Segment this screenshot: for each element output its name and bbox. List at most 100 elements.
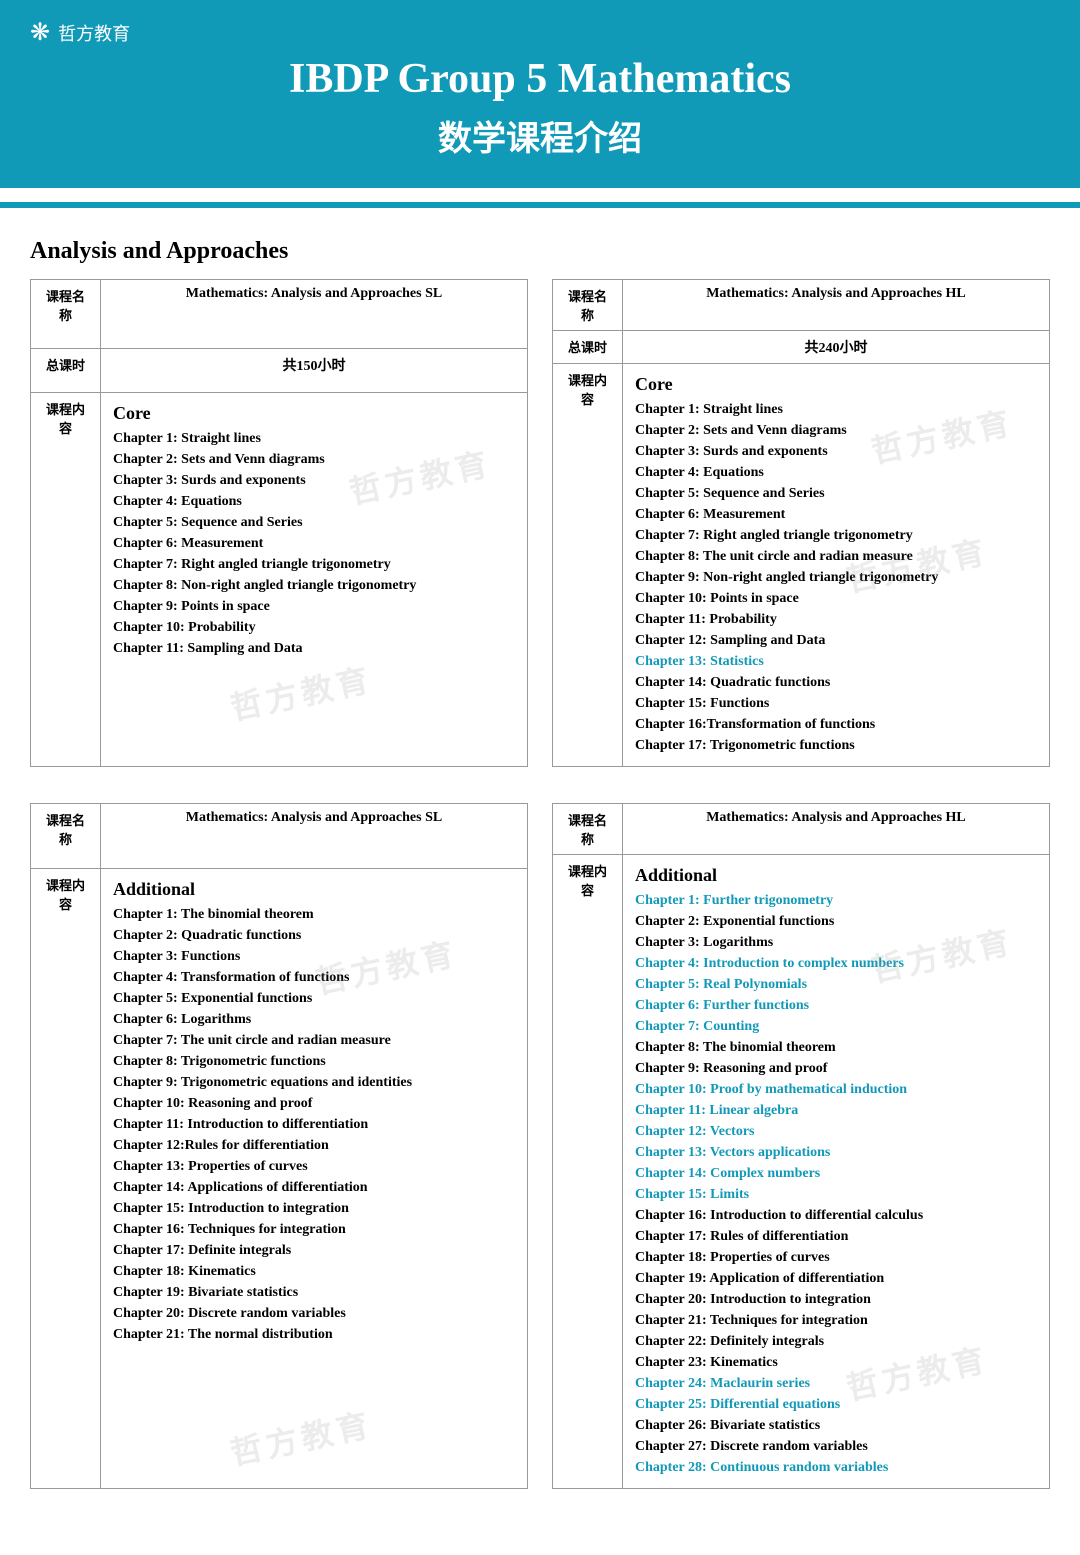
chapter-item: Chapter 10: Reasoning and proof xyxy=(113,1093,515,1114)
tree-icon: ❋ xyxy=(30,18,50,47)
tables-row: 课程名称Mathematics: Analysis and Approaches… xyxy=(30,279,1050,767)
chapter-item: Chapter 10: Points in space xyxy=(635,588,1037,609)
chapter-item: Chapter 13: Vectors applications xyxy=(635,1142,1037,1163)
chapter-item: Chapter 2: Exponential functions xyxy=(635,911,1037,932)
chapter-item: Chapter 14: Quadratic functions xyxy=(635,672,1037,693)
chapter-item: Chapter 22: Definitely integrals xyxy=(635,1331,1037,1352)
watermark: 哲方教育 xyxy=(226,1399,376,1474)
chapter-item: Chapter 20: Introduction to integration xyxy=(635,1289,1037,1310)
chapter-item: Chapter 3: Logarithms xyxy=(635,932,1037,953)
chapter-item: Chapter 18: Kinematics xyxy=(113,1261,515,1282)
chapter-item: Chapter 28: Continuous random variables xyxy=(635,1457,1037,1478)
course-table: 课程名称Mathematics: Analysis and Approaches… xyxy=(30,279,528,767)
chapter-item: Chapter 9: Points in space xyxy=(113,596,515,617)
chapter-item: Chapter 4: Equations xyxy=(113,491,515,512)
chapter-item: Chapter 3: Surds and exponents xyxy=(635,441,1037,462)
chapter-item: Chapter 2: Quadratic functions xyxy=(113,925,515,946)
page-title: IBDP Group 5 Mathematics xyxy=(0,55,1080,103)
chapter-item: Chapter 19: Bivariate statistics xyxy=(113,1282,515,1303)
chapter-item: Chapter 15: Introduction to integration xyxy=(113,1198,515,1219)
course-content: AdditionalChapter 1: The binomial theore… xyxy=(101,868,528,1488)
chapter-item: Chapter 7: The unit circle and radian me… xyxy=(113,1030,515,1051)
chapter-item: Chapter 16: Techniques for integration xyxy=(113,1219,515,1240)
chapter-item: Chapter 15: Limits xyxy=(635,1184,1037,1205)
chapter-item: Chapter 6: Measurement xyxy=(635,504,1037,525)
section-header: Additional xyxy=(113,879,515,900)
chapter-item: Chapter 1: Further trigonometry xyxy=(635,890,1037,911)
tables-container: 课程名称Mathematics: Analysis and Approaches… xyxy=(30,279,1050,1489)
chapter-item: Chapter 4: Transformation of functions xyxy=(113,967,515,988)
section-header: Core xyxy=(635,374,1037,395)
chapter-item: Chapter 20: Discrete random variables xyxy=(113,1303,515,1324)
chapter-item: Chapter 26: Bivariate statistics xyxy=(635,1415,1037,1436)
course-hours: 共240小时 xyxy=(623,331,1050,364)
label-course-name: 课程名称 xyxy=(553,804,623,855)
label-content: 课程内容 xyxy=(553,855,623,1489)
chapter-item: Chapter 7: Counting xyxy=(635,1016,1037,1037)
chapter-item: Chapter 9: Reasoning and proof xyxy=(635,1058,1037,1079)
section-header: Additional xyxy=(635,865,1037,886)
chapter-item: Chapter 7: Right angled triangle trigono… xyxy=(635,525,1037,546)
chapter-item: Chapter 27: Discrete random variables xyxy=(635,1436,1037,1457)
label-hours: 总课时 xyxy=(553,331,623,364)
tables-row: 课程名称Mathematics: Analysis and Approaches… xyxy=(30,803,1050,1489)
chapter-item: Chapter 1: Straight lines xyxy=(635,399,1037,420)
course-table: 课程名称Mathematics: Analysis and Approaches… xyxy=(30,803,528,1489)
course-table: 课程名称Mathematics: Analysis and Approaches… xyxy=(552,803,1050,1489)
course-content: CoreChapter 1: Straight linesChapter 2: … xyxy=(623,364,1050,767)
chapter-item: Chapter 17: Definite integrals xyxy=(113,1240,515,1261)
chapter-item: Chapter 6: Logarithms xyxy=(113,1009,515,1030)
chapter-item: Chapter 4: Equations xyxy=(635,462,1037,483)
course-name: Mathematics: Analysis and Approaches SL xyxy=(101,280,528,349)
chapter-item: Chapter 6: Measurement xyxy=(113,533,515,554)
chapter-item: Chapter 1: Straight lines xyxy=(113,428,515,449)
chapter-item: Chapter 13: Properties of curves xyxy=(113,1156,515,1177)
chapter-item: Chapter 12: Sampling and Data xyxy=(635,630,1037,651)
chapter-item: Chapter 14: Applications of differentiat… xyxy=(113,1177,515,1198)
chapter-item: Chapter 18: Properties of curves xyxy=(635,1247,1037,1268)
chapter-item: Chapter 11: Sampling and Data xyxy=(113,638,515,659)
chapter-item: Chapter 8: The binomial theorem xyxy=(635,1037,1037,1058)
chapter-item: Chapter 12: Vectors xyxy=(635,1121,1037,1142)
chapter-item: Chapter 9: Trigonometric equations and i… xyxy=(113,1072,515,1093)
label-hours: 总课时 xyxy=(31,348,101,393)
chapter-item: Chapter 6: Further functions xyxy=(635,995,1037,1016)
course-name: Mathematics: Analysis and Approaches SL xyxy=(101,804,528,869)
header: ❋ 哲方教育 IBDP Group 5 Mathematics 数学课程介绍 xyxy=(0,0,1080,188)
label-course-name: 课程名称 xyxy=(31,804,101,869)
logo-text: 哲方教育 xyxy=(58,20,130,46)
content: Analysis and Approaches 课程名称Mathematics:… xyxy=(0,208,1080,1555)
chapter-item: Chapter 5: Real Polynomials xyxy=(635,974,1037,995)
chapter-item: Chapter 13: Statistics xyxy=(635,651,1037,672)
chapter-item: Chapter 14: Complex numbers xyxy=(635,1163,1037,1184)
course-hours: 共150小时 xyxy=(101,348,528,393)
label-content: 课程内容 xyxy=(553,364,623,767)
chapter-item: Chapter 11: Introduction to differentiat… xyxy=(113,1114,515,1135)
watermark: 哲方教育 xyxy=(226,655,376,730)
section-title: Analysis and Approaches xyxy=(30,238,1050,265)
chapter-item: Chapter 11: Linear algebra xyxy=(635,1100,1037,1121)
chapter-item: Chapter 21: The normal distribution xyxy=(113,1324,515,1345)
chapter-item: Chapter 4: Introduction to complex numbe… xyxy=(635,953,1037,974)
chapter-item: Chapter 3: Surds and exponents xyxy=(113,470,515,491)
chapter-item: Chapter 19: Application of differentiati… xyxy=(635,1268,1037,1289)
chapter-item: Chapter 21: Techniques for integration xyxy=(635,1310,1037,1331)
label-course-name: 课程名称 xyxy=(553,280,623,331)
course-content: CoreChapter 1: Straight linesChapter 2: … xyxy=(101,393,528,767)
chapter-item: Chapter 16:Transformation of functions xyxy=(635,714,1037,735)
chapter-item: Chapter 17: Rules of differentiation xyxy=(635,1226,1037,1247)
chapter-item: Chapter 23: Kinematics xyxy=(635,1352,1037,1373)
chapter-item: Chapter 8: Non-right angled triangle tri… xyxy=(113,575,515,596)
logo: ❋ 哲方教育 xyxy=(0,18,1080,47)
chapter-item: Chapter 10: Proof by mathematical induct… xyxy=(635,1079,1037,1100)
chapter-item: Chapter 16: Introduction to differential… xyxy=(635,1205,1037,1226)
chapter-item: Chapter 17: Trigonometric functions xyxy=(635,735,1037,756)
chapter-item: Chapter 15: Functions xyxy=(635,693,1037,714)
course-name: Mathematics: Analysis and Approaches HL xyxy=(623,804,1050,855)
chapter-item: Chapter 8: Trigonometric functions xyxy=(113,1051,515,1072)
chapter-item: Chapter 9: Non-right angled triangle tri… xyxy=(635,567,1037,588)
label-course-name: 课程名称 xyxy=(31,280,101,349)
chapter-item: Chapter 5: Exponential functions xyxy=(113,988,515,1009)
chapter-item: Chapter 5: Sequence and Series xyxy=(635,483,1037,504)
chapter-item: Chapter 11: Probability xyxy=(635,609,1037,630)
